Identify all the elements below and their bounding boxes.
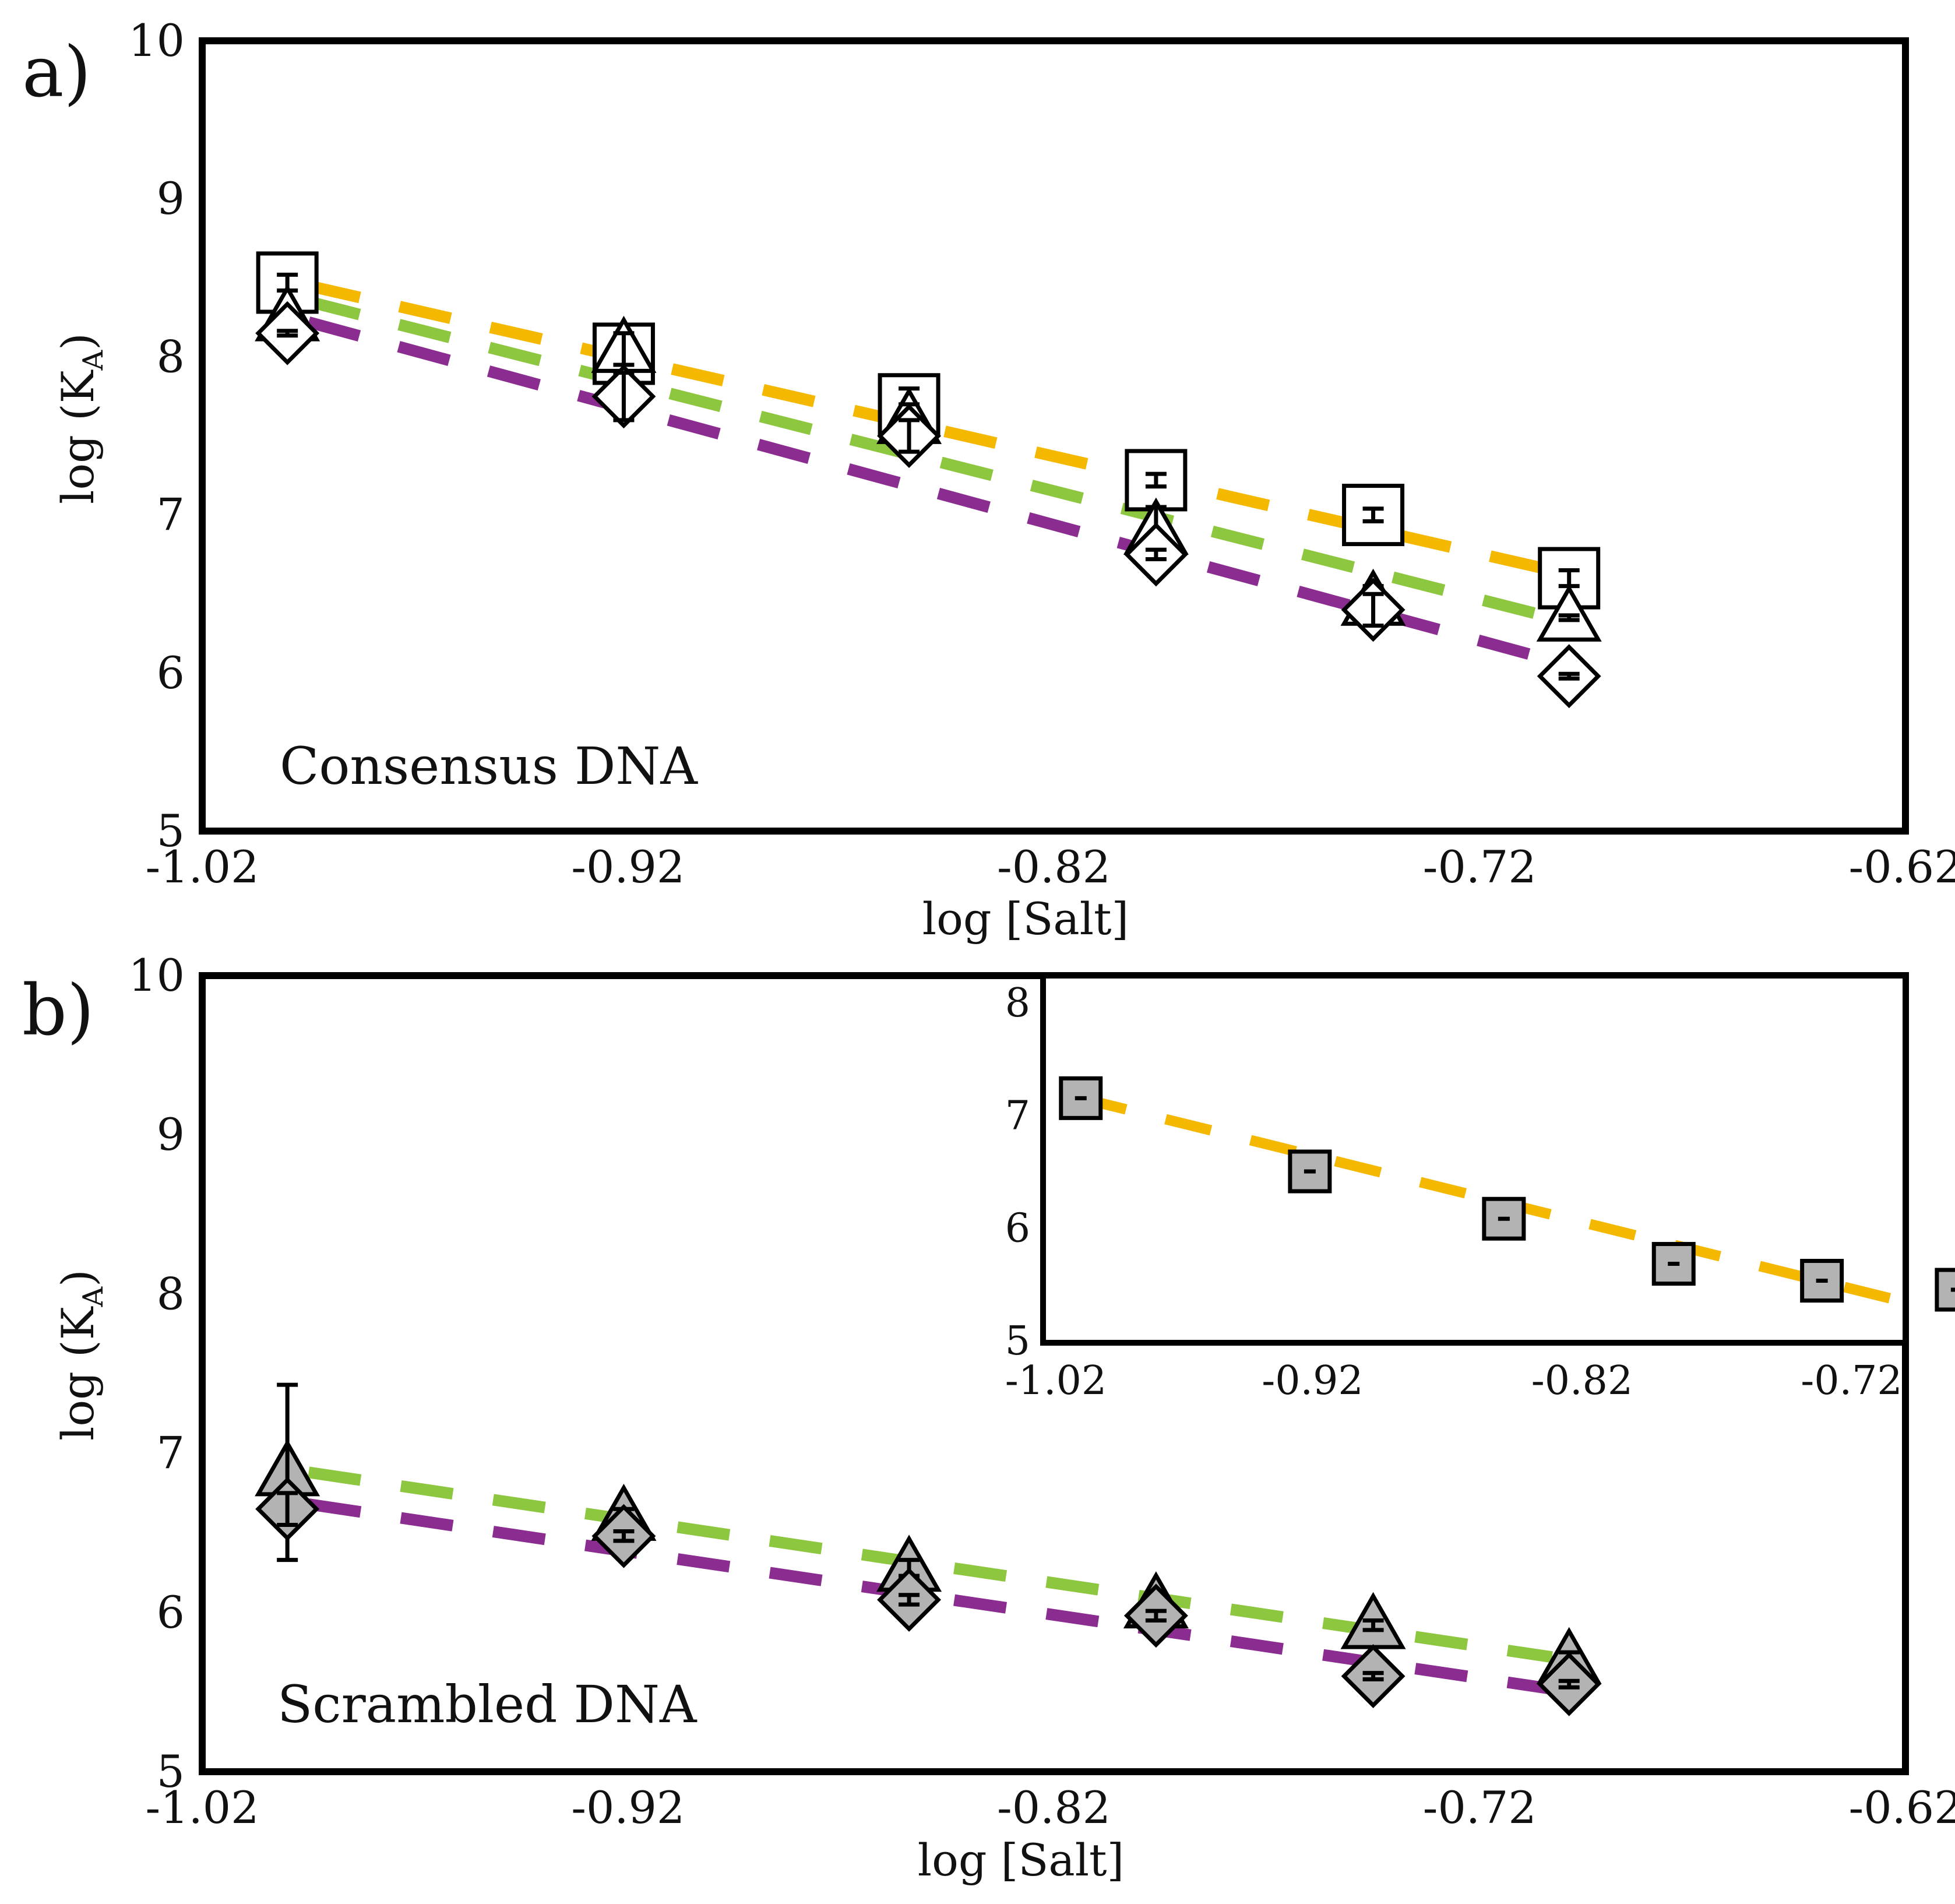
x-tick-label: -0.62 xyxy=(1849,1782,1955,1833)
panel-b-y-axis-label: log (KA) xyxy=(52,1269,110,1441)
y-tick-label: 9 xyxy=(157,173,185,224)
y-tick-label: 5 xyxy=(157,805,185,857)
inset-y-tick-label: 5 xyxy=(1005,1318,1030,1364)
x-tick-label: -0.82 xyxy=(997,1782,1111,1833)
panel-b-x-axis-label: log [Salt] xyxy=(918,1834,1124,1886)
y-tick-label: 10 xyxy=(128,15,185,66)
inset-markers xyxy=(1059,1076,1955,1312)
x-tick-label: -0.82 xyxy=(997,841,1111,893)
inset-y-tick-label: 7 xyxy=(1005,1093,1030,1139)
panel-b-label: b) xyxy=(22,970,94,1051)
panel-b-annotation: Scrambled DNA xyxy=(277,1674,698,1734)
panel-b-x-ticks: -1.02 -0.92 -0.82 -0.72 -0.62 xyxy=(146,1782,1955,1833)
inset-y-tick-label: 6 xyxy=(1005,1206,1030,1252)
y-tick-label: 8 xyxy=(157,330,185,382)
panel-b-inset: -1.02 -0.92 -0.82 -0.72 5 6 7 8 xyxy=(1005,973,1955,1404)
y-tick-label: 5 xyxy=(157,1745,185,1797)
fit-line-purple xyxy=(307,316,1554,666)
panel-a-x-ticks: -1.02 -0.92 -0.82 -0.72 -0.62 xyxy=(146,841,1955,893)
x-tick-label: -0.92 xyxy=(571,1782,685,1833)
panel-a-y-axis-label-sub: A xyxy=(77,350,110,371)
x-tick-label: -0.72 xyxy=(1423,1782,1537,1833)
inset-fit-lines xyxy=(1079,1093,1903,1307)
x-tick-label: -1.02 xyxy=(146,841,259,893)
panel-b: b) Scrambled DNA log [Salt] log (KA) -1.… xyxy=(22,949,1955,1886)
inset-x-tick-label: -0.92 xyxy=(1262,1358,1363,1404)
panel-a-x-axis-label: log [Salt] xyxy=(922,893,1129,945)
panel-b-y-axis-label-main: log (K xyxy=(52,1306,104,1441)
panel-a-annotation: Consensus DNA xyxy=(280,736,698,796)
panel-b-y-axis-label-close: ) xyxy=(52,1269,104,1287)
inset-y-ticks: 5 6 7 8 xyxy=(1005,980,1030,1364)
panel-a-y-axis-label-close: ) xyxy=(52,333,104,350)
inset-plot-frame xyxy=(1040,973,1908,1346)
inset-x-tick-label: -0.72 xyxy=(1801,1358,1902,1404)
panel-b-fit-lines xyxy=(308,1466,1553,1695)
panel-a-label: a) xyxy=(22,32,91,113)
panel-a-y-ticks: 5 6 7 8 9 10 xyxy=(128,15,185,857)
y-tick-label: 6 xyxy=(157,647,185,699)
panel-b-y-ticks: 5 6 7 8 9 10 xyxy=(128,949,185,1797)
y-tick-label: 10 xyxy=(128,949,185,1001)
inset-x-ticks: -1.02 -0.92 -0.82 -0.72 xyxy=(1005,1358,1903,1404)
panel-a-y-axis-label: log (KA) xyxy=(52,333,110,504)
inset-x-tick-label: -1.02 xyxy=(1005,1358,1107,1404)
fit-line-green xyxy=(308,1466,1553,1663)
panel-a-y-axis-label-main: log (K xyxy=(52,369,104,504)
y-tick-label: 6 xyxy=(157,1586,185,1638)
panel-b-markers xyxy=(255,1382,1602,1716)
fit-line-purple xyxy=(308,1498,1553,1695)
x-tick-label: -0.72 xyxy=(1423,841,1537,893)
x-tick-label: -1.02 xyxy=(146,1782,259,1833)
panel-b-y-axis-label-sub: A xyxy=(77,1286,110,1308)
y-tick-label: 7 xyxy=(157,489,185,541)
x-tick-label: -0.62 xyxy=(1849,841,1955,893)
panel-a-markers xyxy=(255,251,1602,709)
x-tick-label: -0.92 xyxy=(571,841,685,893)
y-tick-label: 7 xyxy=(157,1427,185,1479)
inset-y-tick-label: 8 xyxy=(1005,980,1030,1026)
y-tick-label: 9 xyxy=(157,1108,185,1160)
y-tick-label: 8 xyxy=(157,1268,185,1319)
inset-fit-line-orange xyxy=(1079,1093,1903,1307)
panel-a: a) Consensus DNA log [Salt] log (KA) -1.… xyxy=(22,15,1955,945)
inset-x-tick-label: -0.82 xyxy=(1531,1358,1633,1404)
panel-a-plot-frame xyxy=(199,37,1909,835)
fit-line-green xyxy=(307,295,1554,624)
